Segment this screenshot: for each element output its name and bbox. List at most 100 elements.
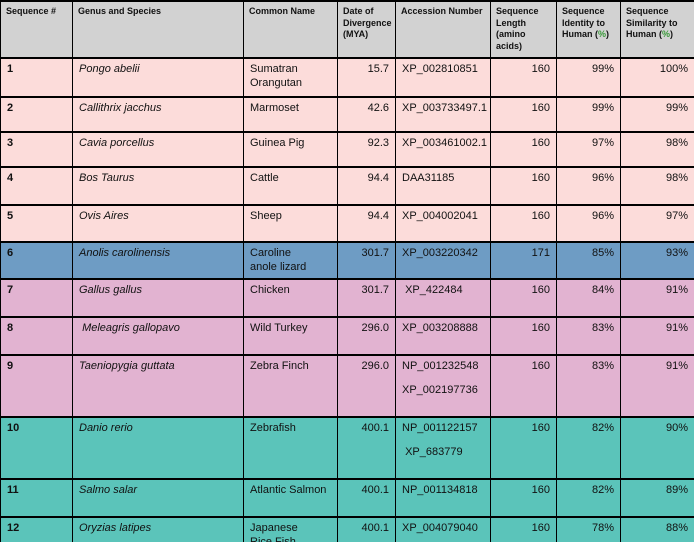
cell-accession[interactable]: XP_004002041 — [395, 203, 491, 243]
cell-similarity[interactable]: 99% — [620, 95, 694, 133]
cell-common[interactable]: Sheep — [243, 203, 338, 243]
cell-identity[interactable]: 78% — [556, 516, 621, 542]
cell-divergence[interactable]: 400.1 — [337, 516, 396, 542]
cell-similarity[interactable]: 88% — [620, 516, 694, 542]
cell-divergence[interactable]: 42.6 — [337, 95, 396, 133]
cell-common[interactable]: Zebra Finch — [243, 354, 338, 419]
cell-divergence[interactable]: 94.4 — [337, 203, 396, 243]
cell-divergence[interactable]: 94.4 — [337, 165, 396, 206]
cell-seq[interactable]: 2 — [0, 95, 73, 133]
cell-similarity[interactable]: 93% — [620, 240, 694, 281]
cell-accession[interactable]: XP_003220342 — [395, 240, 491, 281]
cell-accession[interactable]: XP_003733497.1 — [395, 95, 491, 133]
cell-length[interactable]: 160 — [490, 416, 557, 481]
cell-common[interactable]: Cattle — [243, 165, 338, 206]
cell-accession[interactable]: XP_002810851 — [395, 56, 491, 98]
column-header-length[interactable]: Sequence Length (amino acids) — [490, 0, 557, 59]
cell-seq[interactable]: 9 — [0, 354, 73, 419]
column-header-seq[interactable]: Sequence # — [0, 0, 73, 59]
cell-common[interactable]: Zebrafish — [243, 416, 338, 481]
cell-seq[interactable]: 4 — [0, 165, 73, 206]
cell-common[interactable]: Sumatran Orangutan — [243, 56, 338, 98]
cell-common[interactable]: Wild Turkey — [243, 316, 338, 357]
cell-identity[interactable]: 97% — [556, 130, 621, 168]
cell-identity[interactable]: 99% — [556, 95, 621, 133]
cell-similarity[interactable]: 97% — [620, 203, 694, 243]
cell-similarity[interactable]: 100% — [620, 56, 694, 98]
cell-genus[interactable]: Salmo salar — [72, 478, 244, 519]
cell-divergence[interactable]: 296.0 — [337, 316, 396, 357]
cell-identity[interactable]: 96% — [556, 165, 621, 206]
cell-genus[interactable]: Danio rerio — [72, 416, 244, 481]
cell-divergence[interactable]: 296.0 — [337, 354, 396, 419]
cell-seq[interactable]: 6 — [0, 240, 73, 281]
cell-length[interactable]: 160 — [490, 95, 557, 133]
cell-common[interactable]: Guinea Pig — [243, 130, 338, 168]
cell-identity[interactable]: 96% — [556, 203, 621, 243]
cell-length[interactable]: 160 — [490, 203, 557, 243]
cell-seq[interactable]: 3 — [0, 130, 73, 168]
cell-accession[interactable]: NP_001232548 XP_002197736 — [395, 354, 491, 419]
cell-accession[interactable]: NP_001134818 — [395, 478, 491, 519]
cell-length[interactable]: 160 — [490, 354, 557, 419]
cell-accession[interactable]: XP_003461002.1 — [395, 130, 491, 168]
cell-length[interactable]: 160 — [490, 478, 557, 519]
cell-common[interactable]: Caroline anole lizard — [243, 240, 338, 281]
cell-divergence[interactable]: 400.1 — [337, 478, 396, 519]
cell-accession[interactable]: XP_422484 — [395, 278, 491, 319]
cell-length[interactable]: 160 — [490, 316, 557, 357]
column-header-divergence[interactable]: Date of Divergence (MYA) — [337, 0, 396, 59]
cell-genus[interactable]: Pongo abelii — [72, 56, 244, 98]
cell-similarity[interactable]: 91% — [620, 278, 694, 319]
cell-similarity[interactable]: 90% — [620, 416, 694, 481]
cell-identity[interactable]: 82% — [556, 478, 621, 519]
cell-identity[interactable]: 99% — [556, 56, 621, 98]
cell-seq[interactable]: 5 — [0, 203, 73, 243]
cell-length[interactable]: 171 — [490, 240, 557, 281]
cell-identity[interactable]: 83% — [556, 316, 621, 357]
cell-divergence[interactable]: 92.3 — [337, 130, 396, 168]
cell-seq[interactable]: 7 — [0, 278, 73, 319]
cell-length[interactable]: 160 — [490, 130, 557, 168]
cell-common[interactable]: Chicken — [243, 278, 338, 319]
cell-genus[interactable]: Oryzias latipes — [72, 516, 244, 542]
column-header-accession[interactable]: Accession Number — [395, 0, 491, 59]
cell-similarity[interactable]: 91% — [620, 354, 694, 419]
cell-length[interactable]: 160 — [490, 56, 557, 98]
cell-accession[interactable]: XP_003208888 — [395, 316, 491, 357]
cell-accession[interactable]: XP_004079040 — [395, 516, 491, 542]
cell-identity[interactable]: 84% — [556, 278, 621, 319]
cell-similarity[interactable]: 91% — [620, 316, 694, 357]
cell-common[interactable]: Atlantic Salmon — [243, 478, 338, 519]
column-header-common[interactable]: Common Name — [243, 0, 338, 59]
column-header-identity[interactable]: Sequence Identity to Human (%) — [556, 0, 621, 59]
cell-accession[interactable]: DAA31185 — [395, 165, 491, 206]
cell-identity[interactable]: 82% — [556, 416, 621, 481]
cell-divergence[interactable]: 400.1 — [337, 416, 396, 481]
cell-length[interactable]: 160 — [490, 165, 557, 206]
cell-seq[interactable]: 8 — [0, 316, 73, 357]
cell-genus[interactable]: Anolis carolinensis — [72, 240, 244, 281]
cell-genus[interactable]: Callithrix jacchus — [72, 95, 244, 133]
cell-identity[interactable]: 83% — [556, 354, 621, 419]
cell-genus[interactable]: Bos Taurus — [72, 165, 244, 206]
cell-common[interactable]: Marmoset — [243, 95, 338, 133]
cell-divergence[interactable]: 15.7 — [337, 56, 396, 98]
cell-identity[interactable]: 85% — [556, 240, 621, 281]
cell-length[interactable]: 160 — [490, 278, 557, 319]
cell-genus[interactable]: Meleagris gallopavo — [72, 316, 244, 357]
cell-similarity[interactable]: 98% — [620, 130, 694, 168]
cell-similarity[interactable]: 98% — [620, 165, 694, 206]
cell-similarity[interactable]: 89% — [620, 478, 694, 519]
column-header-genus[interactable]: Genus and Species — [72, 0, 244, 59]
cell-seq[interactable]: 1 — [0, 56, 73, 98]
cell-seq[interactable]: 11 — [0, 478, 73, 519]
cell-genus[interactable]: Ovis Aires — [72, 203, 244, 243]
cell-genus[interactable]: Cavia porcellus — [72, 130, 244, 168]
cell-seq[interactable]: 10 — [0, 416, 73, 481]
cell-length[interactable]: 160 — [490, 516, 557, 542]
cell-divergence[interactable]: 301.7 — [337, 278, 396, 319]
cell-common[interactable]: Japanese Rice Fish — [243, 516, 338, 542]
cell-accession[interactable]: NP_001122157 XP_683779 — [395, 416, 491, 481]
cell-genus[interactable]: Taeniopygia guttata — [72, 354, 244, 419]
